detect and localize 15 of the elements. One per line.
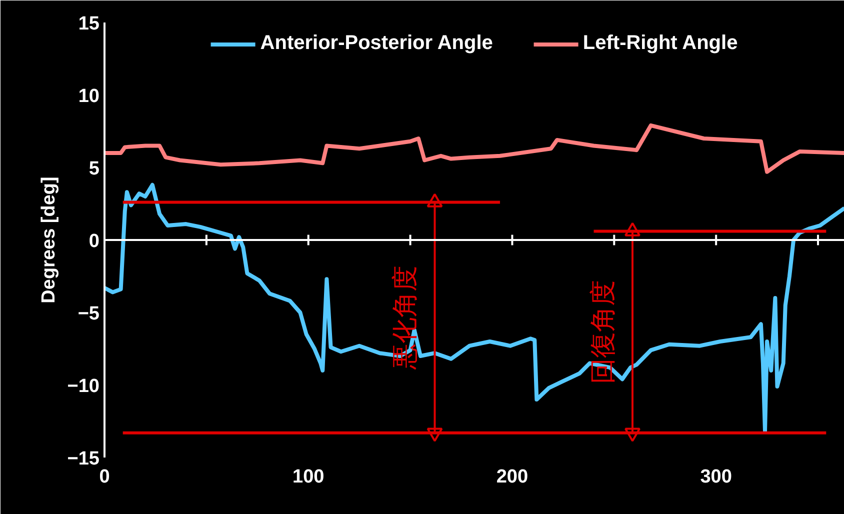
y-axis-title: Degrees [deg]: [38, 176, 60, 304]
x-tick-label: 300: [700, 466, 732, 488]
y-tick-label: −15: [67, 448, 100, 470]
x-tick-label: 100: [292, 466, 324, 488]
y-tick-label: 5: [88, 158, 100, 180]
y-tick-label: 10: [78, 86, 100, 107]
y-tick-label: 15: [78, 14, 100, 34]
annotation: 回復角度: [587, 280, 618, 384]
y-tick-label: −5: [78, 304, 100, 324]
legend-label: Anterior-Posterior Angle: [260, 32, 493, 55]
legend-label: Left-Right Angle: [582, 32, 738, 55]
y-tick-label: 0: [88, 231, 100, 252]
annotation: 悪化角度: [390, 266, 420, 371]
y-tick-label: −10: [67, 376, 100, 397]
x-tick-label: 200: [496, 466, 528, 488]
